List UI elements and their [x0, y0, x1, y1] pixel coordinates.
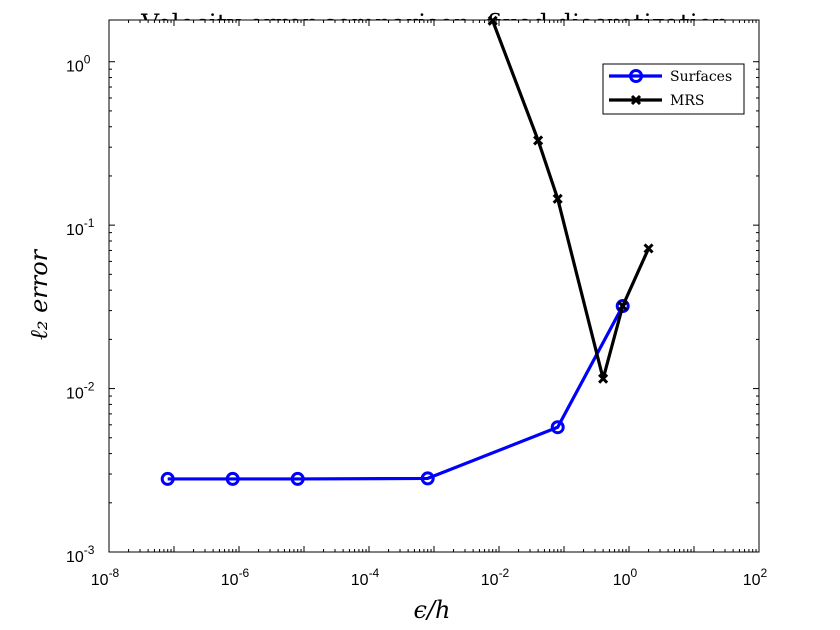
data-point-surfaces: [550, 420, 565, 435]
series-line-mrs: [491, 20, 651, 381]
series-line-surfaces: [167, 305, 625, 481]
legend-label-mrs: MRS: [670, 93, 704, 109]
y-tick-label: 10-1: [66, 216, 95, 239]
y-tick-label: 100: [66, 53, 91, 76]
x-tick-label: 10-6: [221, 566, 250, 589]
legend-label-surfaces: Surfaces: [670, 69, 732, 85]
legend-marker-surfaces: [629, 69, 643, 83]
data-point-mrs: [533, 135, 544, 146]
legend-box: [602, 63, 745, 115]
x-tick-label: 10-2: [481, 566, 510, 589]
series-layer: [160, 15, 654, 486]
x-tick-label: 10-4: [351, 566, 380, 589]
x-tick-label: 102: [743, 566, 768, 589]
y-tick-label: 10-3: [66, 543, 95, 566]
y-axis-label: ℓ₂ error: [25, 248, 53, 340]
x-tick-label: 100: [613, 566, 638, 589]
legend: Surfaces MRS: [602, 63, 745, 115]
data-point-surfaces: [160, 471, 175, 486]
data-point-mrs: [552, 193, 563, 204]
data-point-surfaces: [225, 471, 240, 486]
y-tick-label: 10-2: [66, 380, 95, 403]
data-point-mrs: [598, 373, 609, 384]
legend-marker-mrs: [630, 94, 642, 106]
x-tick-label: 10-8: [91, 566, 120, 589]
data-point-surfaces: [290, 471, 305, 486]
data-point-mrs: [487, 15, 498, 26]
data-point-mrs: [617, 300, 628, 312]
data-point-mrs: [643, 243, 654, 254]
x-axis-label: ϵ/h: [414, 596, 451, 624]
data-point-surfaces: [420, 471, 435, 486]
